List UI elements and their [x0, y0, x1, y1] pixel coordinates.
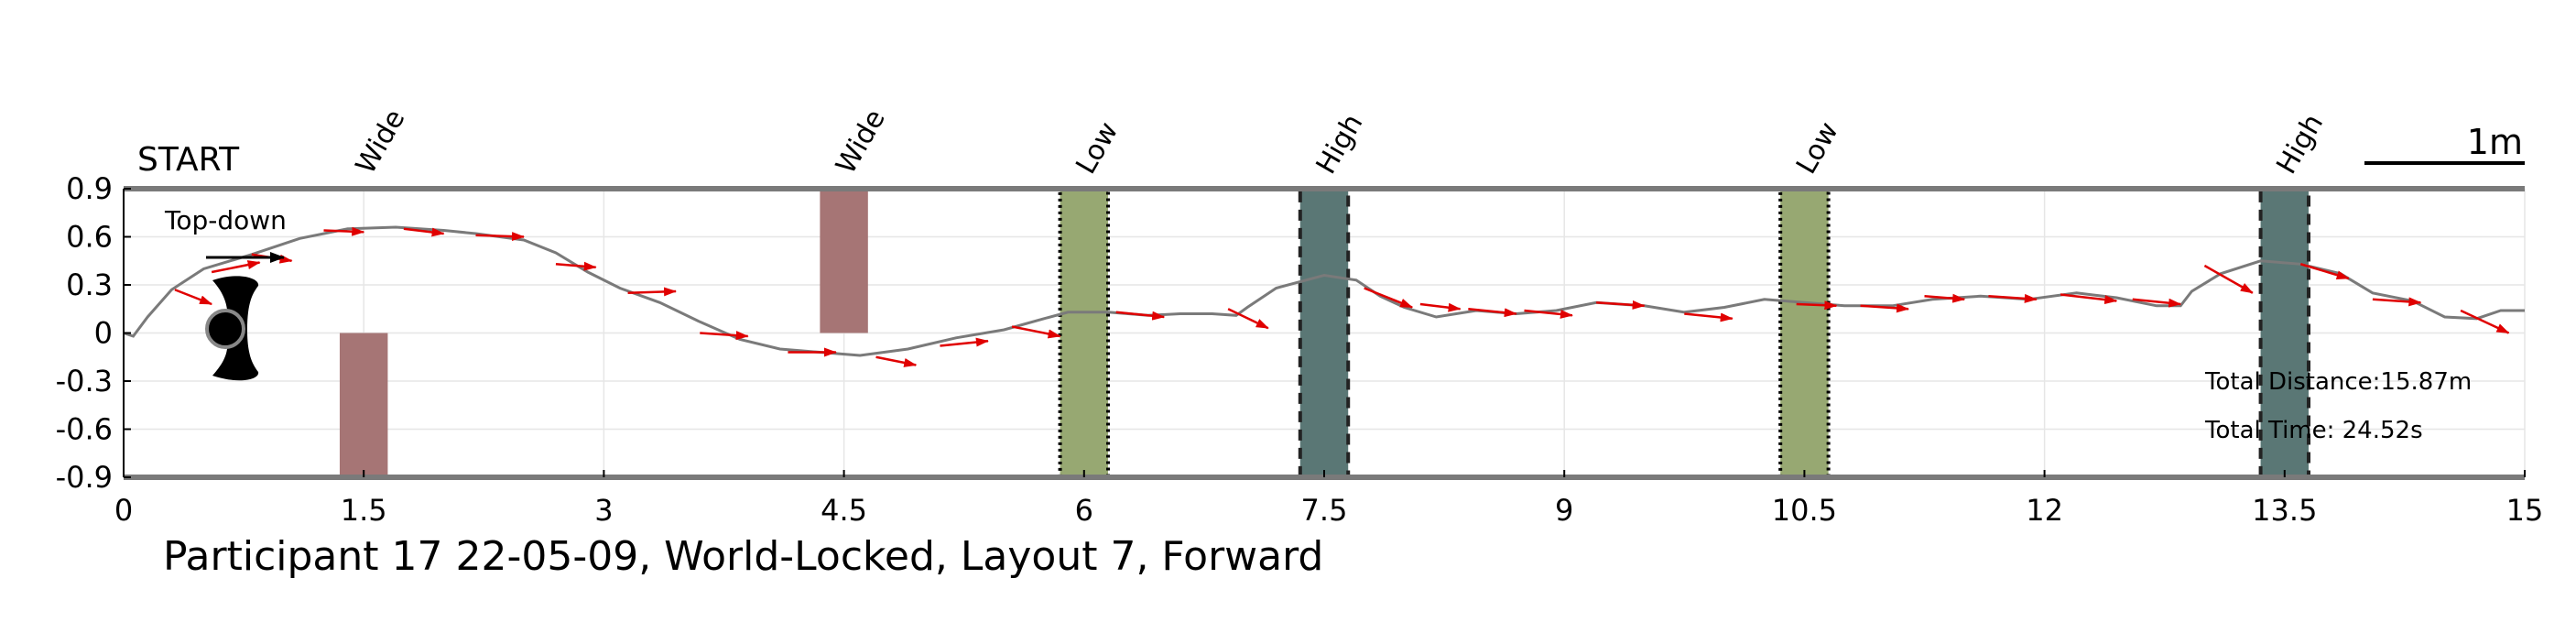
- obstacle-label-4: Low: [1790, 116, 1845, 180]
- heading-arrow-23: [1924, 293, 1966, 303]
- y-tick-label-0: 0.9: [66, 171, 113, 206]
- heading-arrow-19: [1596, 300, 1646, 310]
- top-down-label: Top-down: [164, 205, 287, 235]
- heading-arrow-10: [875, 355, 918, 367]
- heading-arrow-6: [555, 261, 597, 271]
- obstacle-label-5: High: [2270, 109, 2330, 180]
- heading-arrow-20: [1684, 312, 1734, 322]
- heading-arrow-12: [1011, 325, 1061, 339]
- heading-arrow-28: [2299, 263, 2350, 280]
- obstacle-label-2: Low: [1070, 116, 1125, 180]
- heading-arrow-24: [1988, 293, 2038, 303]
- heading-arrow-27: [2203, 264, 2254, 294]
- heading-arrow-16: [1419, 302, 1462, 312]
- scale-bar-label: 1m: [2467, 122, 2523, 162]
- total-time: Total Time: 24.52s: [2204, 417, 2423, 444]
- obstacle-label-1: Wide: [830, 104, 892, 180]
- obstacle-wide-0: [339, 333, 388, 477]
- x-tick-label-1: 1.5: [341, 493, 387, 528]
- obstacle-high-3: [1298, 187, 1351, 479]
- y-tick-label-5: -0.6: [56, 412, 113, 447]
- heading-arrow-22: [1860, 303, 1910, 313]
- participant-icon: [205, 276, 259, 381]
- heading-arrow-7: [627, 287, 678, 297]
- heading-arrow-3: [323, 226, 365, 236]
- heading-arrow-8: [700, 331, 749, 341]
- heading-arrow-30: [2460, 309, 2510, 334]
- heading-arrow-17: [1468, 308, 1517, 318]
- obstacle-low-2: [1058, 187, 1111, 479]
- heading-arrow-29: [2372, 297, 2422, 307]
- x-tick-label-10: 15: [2506, 493, 2544, 528]
- x-tick-label-3: 4.5: [821, 493, 867, 528]
- heading-arrow-26: [2132, 298, 2182, 308]
- obstacle-labels: Wide Wide Low High Low High: [350, 104, 2330, 180]
- x-tick-label-6: 9: [1555, 493, 1573, 528]
- heading-arrow-5: [475, 232, 525, 242]
- x-tick-label-9: 13.5: [2252, 493, 2317, 528]
- obstacle-label-3: High: [1310, 109, 1370, 180]
- heading-arrow-4: [403, 227, 445, 237]
- x-axis-ticks: 0 1.5 3 4.5 6 7.5 9 10.5 12 13.5 15: [114, 470, 2544, 528]
- heading-arrow-18: [1524, 309, 1573, 319]
- obstacle-label-0: Wide: [350, 104, 412, 180]
- heading-arrows: [174, 226, 2510, 367]
- heading-arrow-0: [174, 289, 213, 306]
- heading-arrow-25: [2060, 293, 2118, 304]
- x-tick-label-2: 3: [594, 493, 613, 528]
- chart-title: Participant 17 22-05-09, World-Locked, L…: [163, 533, 1323, 580]
- x-tick-label-5: 7.5: [1301, 493, 1348, 528]
- x-tick-label-4: 6: [1075, 493, 1093, 528]
- y-tick-label-6: -0.9: [56, 460, 113, 495]
- y-tick-label-2: 0.3: [66, 267, 113, 302]
- heading-arrow-11: [940, 337, 989, 347]
- heading-arrow-13: [1115, 311, 1166, 321]
- heading-arrow-21: [1796, 300, 1838, 311]
- y-axis-ticks: 0.9 0.6 0.3 0 -0.3 -0.6 -0.9: [56, 171, 131, 495]
- heading-arrow-14: [1227, 308, 1269, 330]
- obstacle-wide-1: [820, 189, 868, 333]
- heading-arrow-1: [211, 260, 261, 274]
- obstacle-low-4: [1778, 187, 1831, 479]
- total-distance: Total Distance:15.87m: [2204, 368, 2472, 396]
- start-label: START: [137, 141, 240, 179]
- x-tick-label-7: 10.5: [1772, 493, 1837, 528]
- heading-arrow-15: [1364, 287, 1414, 309]
- y-tick-label-3: 0: [94, 316, 113, 351]
- x-tick-label-0: 0: [114, 493, 133, 528]
- y-tick-label-4: -0.3: [56, 364, 113, 398]
- x-tick-label-8: 12: [2026, 493, 2063, 528]
- y-tick-label-1: 0.6: [66, 220, 113, 255]
